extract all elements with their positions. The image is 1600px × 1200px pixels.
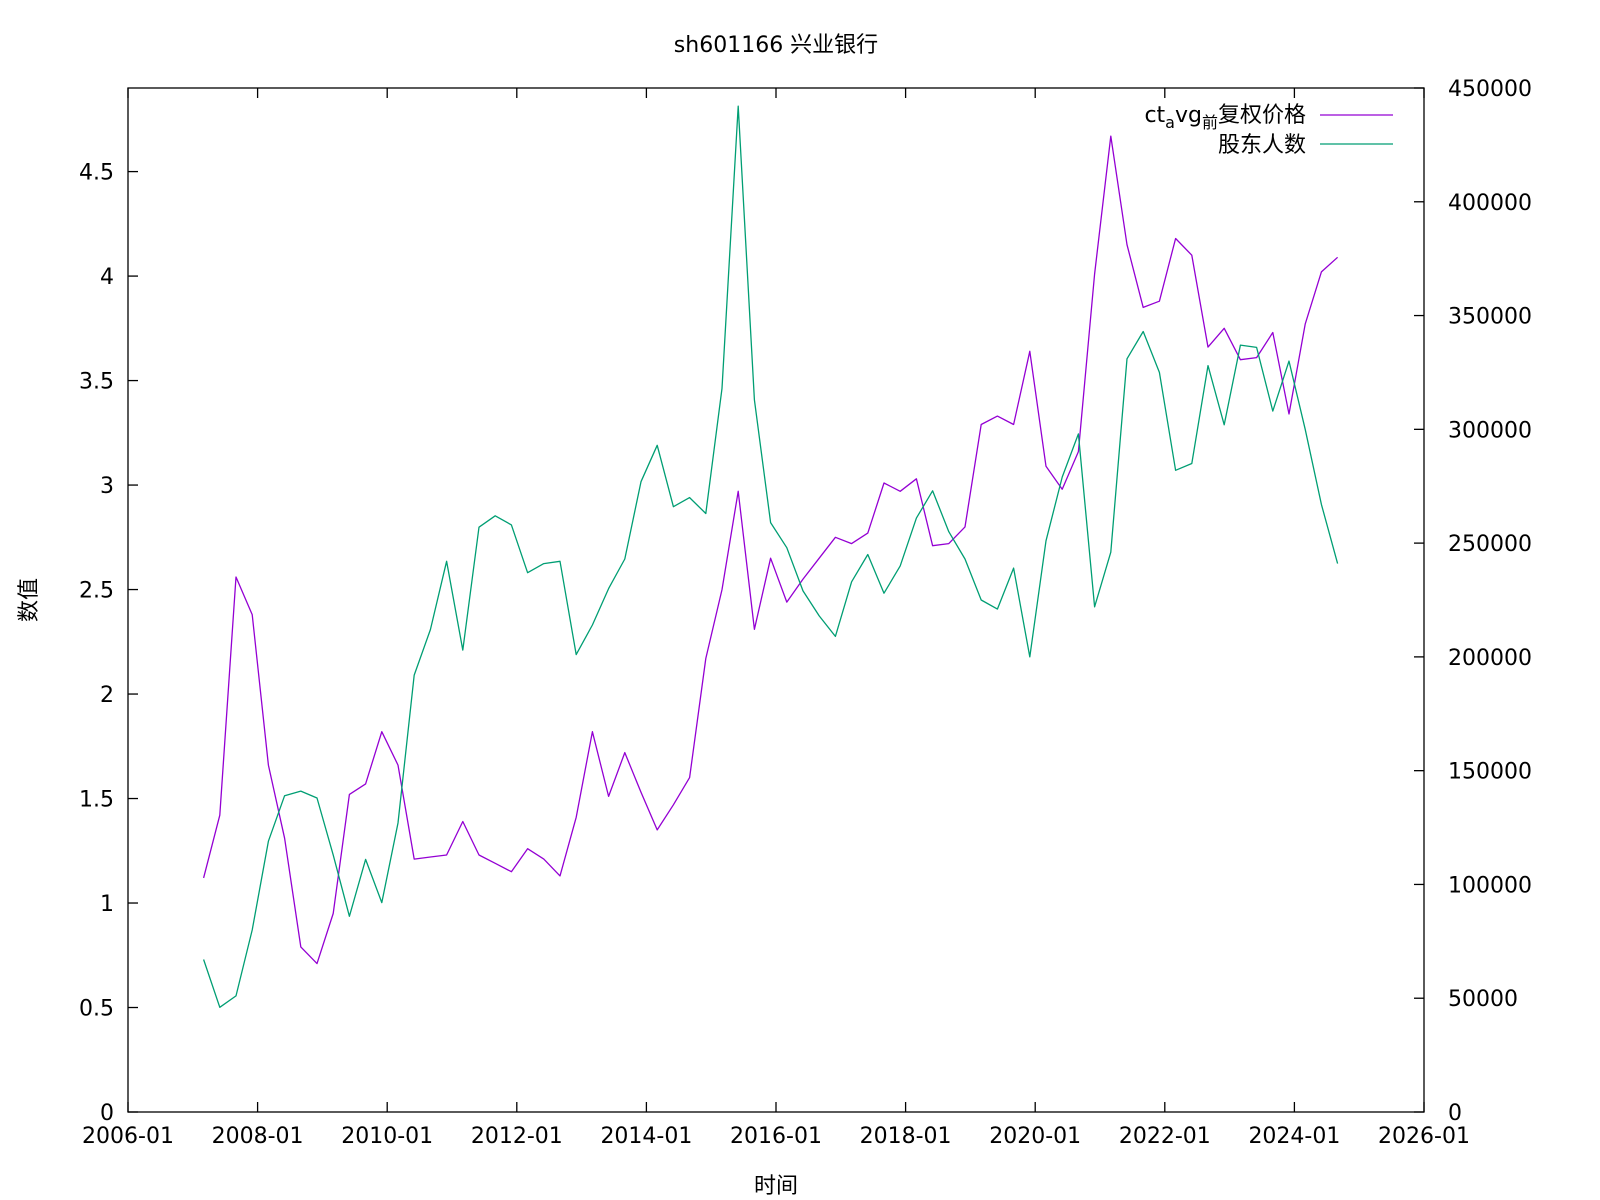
y-axis-left: 0 0.5 1 1.5 2 2.5 3 3.5 4 4.5 bbox=[79, 161, 138, 1126]
series-line-price bbox=[202, 135, 1339, 965]
y-tick-label-right: 0 bbox=[1448, 1101, 1462, 1126]
legend-label-price: ctavg前复权价格 bbox=[1144, 103, 1306, 132]
y-tick-label-left: 0.5 bbox=[79, 997, 114, 1022]
y-tick-label-right: 150000 bbox=[1448, 760, 1532, 785]
series-lines bbox=[202, 105, 1339, 1008]
y-tick-label-right: 350000 bbox=[1448, 305, 1532, 330]
y-tick-label-right: 400000 bbox=[1448, 191, 1532, 216]
legend-label-part-tail: 复权价格 bbox=[1218, 103, 1306, 128]
y-tick-label-left: 2 bbox=[100, 683, 114, 708]
x-tick-label: 2024-01 bbox=[1248, 1124, 1340, 1149]
y-tick-label-left: 4 bbox=[100, 265, 114, 290]
y-tick-label-left: 1.5 bbox=[79, 788, 114, 813]
legend-label-part-sub2: 前 bbox=[1202, 113, 1218, 132]
y-tick-label-left: 2.5 bbox=[79, 579, 114, 604]
x-tick-label: 2006-01 bbox=[82, 1124, 174, 1149]
y-tick-label-right: 250000 bbox=[1448, 532, 1532, 557]
y-tick-label-left: 4.5 bbox=[79, 161, 114, 186]
x-tick-label: 2016-01 bbox=[730, 1124, 822, 1149]
y-axis-right: 0 50000 100000 150000 200000 250000 300000 3500… bbox=[1414, 77, 1532, 1126]
series-line-shareholders bbox=[202, 105, 1339, 1008]
y-tick-label-left: 1 bbox=[100, 892, 114, 917]
legend-label-shareholders: 股东人数 bbox=[1218, 133, 1306, 158]
x-tick-label: 2018-01 bbox=[860, 1124, 952, 1149]
legend-label-part-mid: vg bbox=[1175, 103, 1202, 128]
x-axis-title: 时间 bbox=[754, 1174, 798, 1199]
y-tick-label-right: 300000 bbox=[1448, 418, 1532, 443]
legend-label-part-base: ct bbox=[1144, 103, 1165, 128]
y-tick-label-right: 450000 bbox=[1448, 77, 1532, 102]
y-axis-title: 数值 bbox=[17, 578, 42, 622]
y-tick-label-left: 0 bbox=[100, 1101, 114, 1126]
plot-frame bbox=[127, 87, 1425, 1113]
y-tick-label-left: 3.5 bbox=[79, 370, 114, 395]
legend: ctavg前复权价格 股东人数 bbox=[1144, 103, 1393, 158]
chart-title: sh601166 兴业银行 bbox=[674, 33, 878, 58]
x-tick-label: 2020-01 bbox=[989, 1124, 1081, 1149]
x-tick-label: 2026-01 bbox=[1378, 1124, 1470, 1149]
x-tick-label: 2008-01 bbox=[212, 1124, 304, 1149]
y-tick-label-left: 3 bbox=[100, 474, 114, 499]
x-axis: 2006-01 2008-01 2010-01 2012-01 2014-01 2016-… bbox=[82, 88, 1470, 1149]
y-tick-label-right: 200000 bbox=[1448, 646, 1532, 671]
y-tick-label-right: 50000 bbox=[1448, 987, 1518, 1012]
x-tick-label: 2022-01 bbox=[1119, 1124, 1211, 1149]
x-tick-label: 2010-01 bbox=[341, 1124, 433, 1149]
x-tick-label: 2014-01 bbox=[600, 1124, 692, 1149]
y-tick-label-right: 100000 bbox=[1448, 873, 1532, 898]
plot-border bbox=[127, 87, 1425, 1113]
legend-label-part-sub1: a bbox=[1165, 113, 1175, 132]
x-tick-label: 2012-01 bbox=[471, 1124, 563, 1149]
